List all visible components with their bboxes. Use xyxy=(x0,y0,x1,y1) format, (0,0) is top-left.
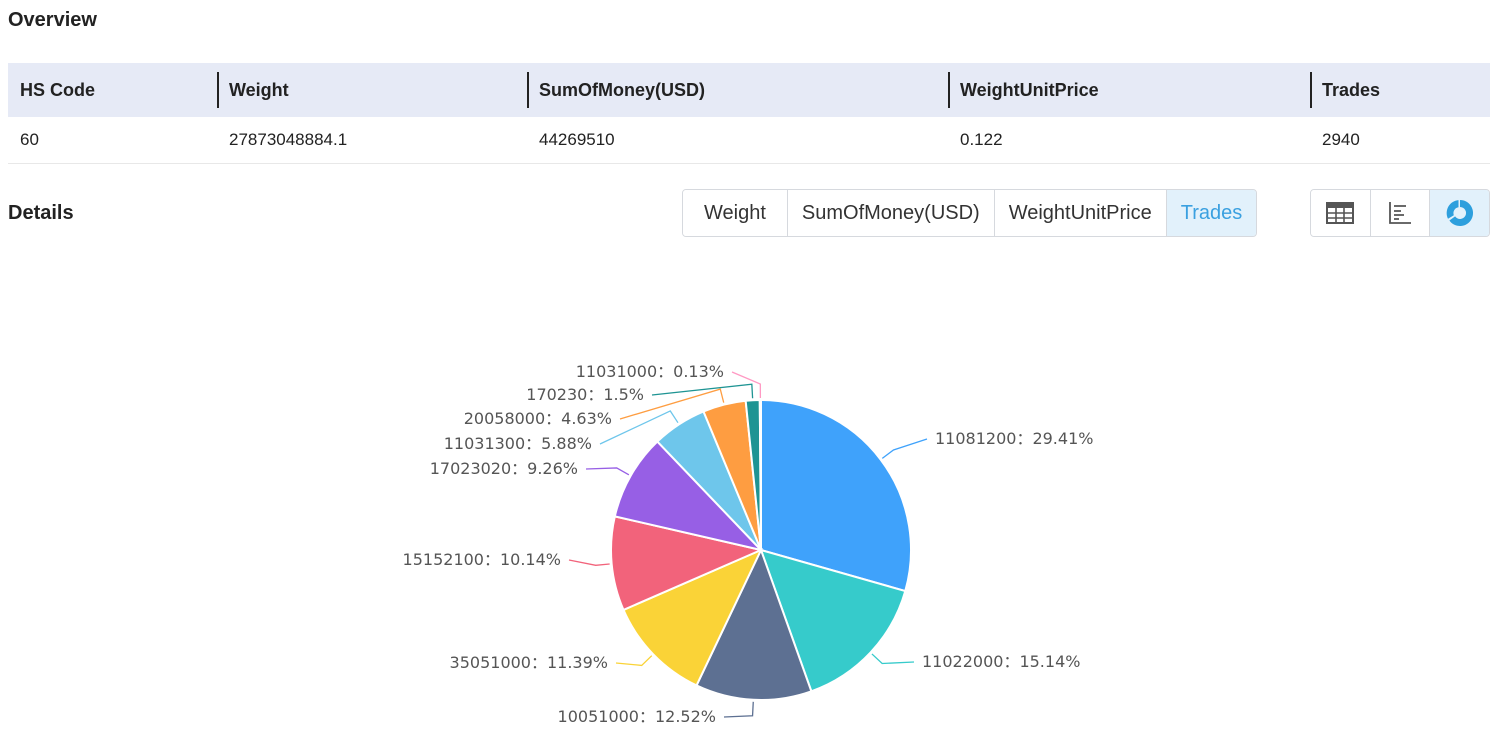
overview-title: Overview xyxy=(8,9,97,31)
cell-weight-unit-price: 0.122 xyxy=(948,117,1310,164)
column-header-weight[interactable]: Weight xyxy=(217,63,527,117)
pie-chart-view-button[interactable] xyxy=(1429,190,1489,236)
pie-slice-11031000[interactable] xyxy=(758,398,762,551)
column-header-trades[interactable]: Trades xyxy=(1310,63,1490,117)
column-header-weight-unit-price[interactable]: WeightUnitPrice xyxy=(948,63,1310,117)
pie-label-20058000: 20058000：4.63% xyxy=(464,409,612,428)
bar-chart-view-button[interactable] xyxy=(1369,190,1430,236)
overview-table: HS Code Weight SumOfMoney(USD) WeightUni… xyxy=(8,63,1490,164)
label-line-20058000 xyxy=(619,388,725,420)
pie-slice-11022000[interactable] xyxy=(759,548,907,693)
pie-label-11031000: 11031000：0.13% xyxy=(576,362,724,381)
cell-weight: 27873048884.1 xyxy=(217,117,527,164)
pie-label-11031300: 11031300：5.88% xyxy=(444,434,592,453)
trades-pie-chart: 11081200：29.41% 11022000：15.14% 10051000：1… xyxy=(403,362,1094,726)
tab-sum-of-money[interactable]: SumOfMoney(USD) xyxy=(786,190,994,236)
table-row: 60 27873048884.1 44269510 0.122 2940 xyxy=(8,117,1490,164)
column-header-hs-code[interactable]: HS Code xyxy=(8,63,217,117)
label-line-11031300 xyxy=(599,410,679,445)
table-view-icon xyxy=(1326,202,1355,224)
pie-label-15152100: 15152100：10.14% xyxy=(403,550,561,569)
column-header-sum-of-money[interactable]: SumOfMoney(USD) xyxy=(527,63,948,117)
label-line-15152100 xyxy=(568,559,610,566)
pie-label-17023020: 17023020：9.26% xyxy=(430,459,578,478)
label-line-170230 xyxy=(651,383,754,399)
tab-weight[interactable]: Weight xyxy=(683,190,787,236)
label-line-35051000 xyxy=(615,655,653,667)
pie-slice-15152100[interactable] xyxy=(610,515,765,612)
cell-trades: 2940 xyxy=(1310,117,1490,164)
details-title: Details xyxy=(8,202,74,224)
view-toggle-group xyxy=(1310,189,1490,237)
tab-weight-unit-price[interactable]: WeightUnitPrice xyxy=(993,190,1166,236)
pie-label-11022000: 11022000：15.14% xyxy=(922,652,1080,671)
label-line-11022000 xyxy=(871,653,915,665)
pie-label-35051000: 35051000：11.39% xyxy=(450,653,608,672)
pie-slice-10051000[interactable] xyxy=(695,547,813,701)
overview-header-row: HS Code Weight SumOfMoney(USD) WeightUni… xyxy=(8,63,1490,117)
label-line-11031000 xyxy=(731,371,762,399)
bar-chart-icon xyxy=(1389,202,1411,224)
label-line-11081200 xyxy=(881,438,928,459)
label-line-10051000 xyxy=(723,701,754,718)
table-view-button[interactable] xyxy=(1311,190,1370,236)
pie-label-170230: 170230：1.5% xyxy=(526,385,644,404)
tab-trades[interactable]: Trades xyxy=(1165,190,1257,236)
pie-slice-17023020[interactable] xyxy=(613,440,765,552)
cell-hs-code: 60 xyxy=(8,117,217,164)
metric-tab-group: Weight SumOfMoney(USD) WeightUnitPrice T… xyxy=(682,189,1258,237)
cell-sum-of-money: 44269510 xyxy=(527,117,948,164)
pie-chart-icon xyxy=(1446,199,1473,226)
pie-label-11081200: 11081200：29.41% xyxy=(935,429,1093,448)
pie-slice-35051000[interactable] xyxy=(622,548,764,687)
pie-slice-11081200[interactable] xyxy=(760,398,912,593)
label-line-17023020 xyxy=(585,467,630,476)
pie-label-10051000: 10051000：12.52% xyxy=(558,707,716,726)
